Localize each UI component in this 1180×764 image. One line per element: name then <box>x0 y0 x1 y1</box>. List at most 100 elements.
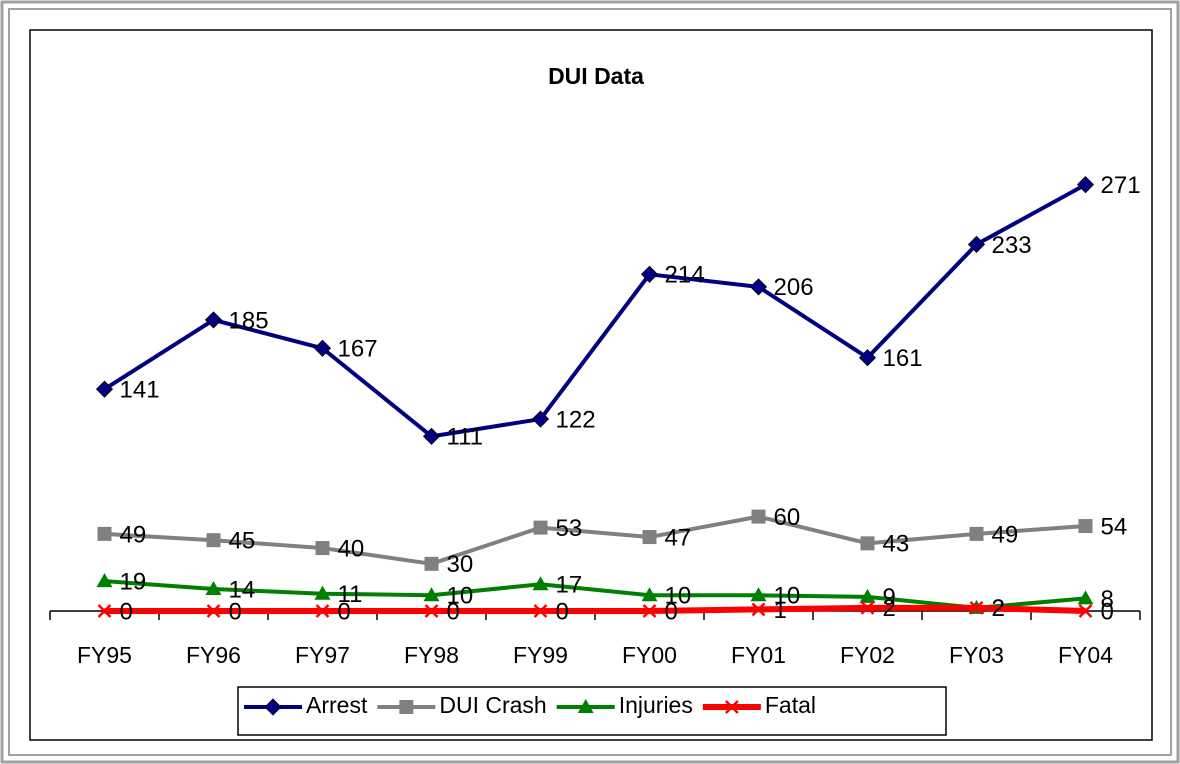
x-tick-label: FY98 <box>404 642 459 668</box>
data-label: 14 <box>229 576 256 603</box>
marker <box>751 602 766 617</box>
marker <box>424 604 439 618</box>
marker <box>205 580 222 595</box>
data-label: 122 <box>556 406 596 433</box>
series-line <box>103 182 1087 439</box>
data-label: 0 <box>120 598 133 625</box>
marker <box>858 349 877 367</box>
marker <box>399 700 414 714</box>
marker <box>206 604 221 618</box>
x-tick-label: FY97 <box>295 642 350 668</box>
data-label: 47 <box>665 524 692 551</box>
data-label: 206 <box>774 274 814 301</box>
data-label: 2 <box>883 595 896 622</box>
chart-title: DUI Data <box>548 63 644 89</box>
marker <box>531 410 550 428</box>
x-tick-label: FY00 <box>622 642 677 668</box>
x-tick-label: FY95 <box>77 642 132 668</box>
data-label: 10 <box>774 583 801 610</box>
data-label: 54 <box>1101 513 1128 540</box>
x-tick-label: FY04 <box>1058 642 1113 668</box>
marker <box>642 604 657 618</box>
marker <box>749 278 768 296</box>
data-label: 0 <box>229 598 242 625</box>
data-label: 60 <box>774 504 801 531</box>
data-label: 271 <box>1101 172 1141 199</box>
marker <box>533 604 548 618</box>
data-label: 49 <box>120 521 147 548</box>
marker <box>1078 604 1093 618</box>
series-line <box>104 514 1086 566</box>
data-label: 0 <box>447 598 460 625</box>
data-label: 30 <box>447 551 474 578</box>
legend-label: Arrest <box>306 692 368 718</box>
data-label: 214 <box>665 262 705 289</box>
legend-label: Injuries <box>619 692 693 718</box>
data-label: 185 <box>229 307 269 334</box>
data-label: 40 <box>338 535 365 562</box>
marker <box>422 427 441 445</box>
marker <box>264 698 282 716</box>
data-label: 167 <box>338 336 378 363</box>
data-label: 0 <box>1101 598 1114 625</box>
marker <box>314 585 331 600</box>
marker <box>969 600 984 615</box>
marker <box>860 536 875 551</box>
marker <box>423 587 440 602</box>
data-label: 141 <box>120 377 160 404</box>
marker <box>315 541 330 556</box>
marker <box>96 573 113 588</box>
data-label: 8 <box>1101 586 1114 613</box>
marker <box>424 556 439 571</box>
data-label: 161 <box>883 345 923 372</box>
marker <box>204 311 223 329</box>
data-label: 0 <box>338 598 351 625</box>
data-label: 2 <box>992 595 1005 622</box>
data-label: 19 <box>120 568 147 595</box>
x-tick-label: FY96 <box>186 642 241 668</box>
marker <box>97 526 112 541</box>
x-tick-label: FY02 <box>840 642 895 668</box>
marker <box>641 587 658 602</box>
inner-frame <box>8 8 1172 756</box>
series-line <box>104 604 1086 614</box>
data-label: 17 <box>556 572 583 599</box>
marker <box>751 509 766 524</box>
legend-label: Fatal <box>765 692 816 718</box>
marker <box>724 700 739 714</box>
x-tick-label: FY01 <box>731 642 786 668</box>
marker <box>532 576 549 591</box>
data-label: 10 <box>665 583 692 610</box>
legend-label: DUI Crash <box>439 692 546 718</box>
marker <box>859 588 876 603</box>
data-label: 111 <box>447 424 483 451</box>
data-label: 0 <box>665 598 678 625</box>
data-label: 1 <box>774 597 787 624</box>
marker <box>95 380 114 398</box>
data-label: 49 <box>992 521 1019 548</box>
marker <box>969 526 984 541</box>
x-tick-label: FY99 <box>513 642 568 668</box>
marker <box>1077 590 1094 605</box>
marker <box>315 604 330 618</box>
data-label: 10 <box>447 583 474 610</box>
marker <box>1078 519 1093 534</box>
marker <box>967 235 986 253</box>
marker <box>206 533 221 548</box>
chart-area <box>29 29 1153 741</box>
marker <box>642 530 657 545</box>
data-label: 233 <box>992 232 1032 259</box>
data-label: 45 <box>229 528 256 555</box>
marker <box>750 587 767 602</box>
data-label: 53 <box>556 515 583 542</box>
data-label: 9 <box>883 584 896 611</box>
marker <box>640 265 659 283</box>
marker <box>313 339 332 357</box>
data-label: 0 <box>556 598 569 625</box>
marker <box>1076 176 1095 194</box>
marker <box>577 699 594 713</box>
series-line <box>104 579 1086 610</box>
marker <box>860 600 875 615</box>
data-label: 11 <box>338 581 363 608</box>
x-tick-label: FY03 <box>949 642 1004 668</box>
